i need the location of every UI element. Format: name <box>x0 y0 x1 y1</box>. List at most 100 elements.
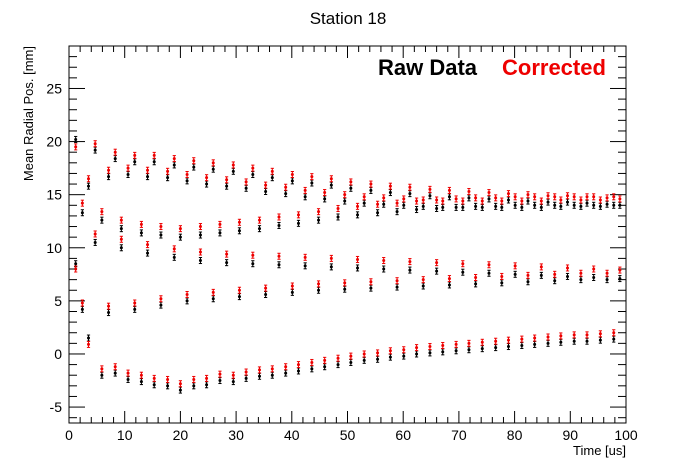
data-point <box>408 268 412 272</box>
y-tick-label: 15 <box>46 187 62 203</box>
data-point <box>566 274 570 278</box>
data-point <box>343 287 347 291</box>
data-point <box>467 189 471 193</box>
data-point <box>546 341 550 345</box>
data-point <box>415 352 419 356</box>
data-point <box>264 189 268 193</box>
data-point <box>178 388 182 392</box>
data-point <box>133 160 137 164</box>
data-point <box>100 367 104 371</box>
data-point <box>178 227 182 231</box>
x-tick-label: 60 <box>395 427 411 443</box>
data-point <box>139 222 143 226</box>
data-point <box>107 304 111 308</box>
data-point <box>513 195 517 199</box>
data-point <box>376 202 380 206</box>
data-point <box>192 165 196 169</box>
data-point <box>133 301 137 305</box>
data-point <box>290 179 294 183</box>
data-point <box>231 163 235 167</box>
data-point <box>441 205 445 209</box>
y-tick-label: 25 <box>46 80 62 96</box>
data-point <box>579 271 583 275</box>
data-point <box>369 188 373 192</box>
data-point <box>119 218 123 222</box>
data-point <box>500 281 504 285</box>
data-point <box>244 376 248 380</box>
data-point <box>487 197 491 201</box>
data-point <box>296 221 300 225</box>
legend-corrected: Corrected <box>502 55 606 80</box>
data-point <box>585 339 589 343</box>
data-point <box>93 142 97 146</box>
x-tick-label: 30 <box>228 427 244 443</box>
data-point <box>428 194 432 198</box>
data-point <box>152 383 156 387</box>
data-point <box>231 169 235 173</box>
data-point <box>480 205 484 209</box>
data-point <box>277 215 281 219</box>
data-point <box>428 351 432 355</box>
data-point <box>415 208 419 212</box>
y-axis: -5 0 5 10 15 20 25 <box>46 45 626 419</box>
data-point <box>100 210 104 214</box>
data-point <box>487 191 491 195</box>
data-point <box>336 215 340 219</box>
data-point <box>382 267 386 271</box>
data-point <box>494 339 498 343</box>
y-tick-label: 0 <box>54 346 62 362</box>
data-point <box>572 339 576 343</box>
data-point <box>93 232 97 236</box>
data-point <box>317 218 321 222</box>
data-point <box>237 295 241 299</box>
data-point <box>192 159 196 163</box>
data-point <box>296 213 300 217</box>
data-point <box>618 277 622 281</box>
data-point <box>572 203 576 207</box>
data-point <box>369 286 373 290</box>
x-axis: 0 10 20 30 40 50 60 70 80 90 100 <box>65 46 638 443</box>
data-point <box>172 157 176 161</box>
data-point <box>211 297 215 301</box>
data-point <box>435 198 439 202</box>
data-point <box>513 264 517 268</box>
data-point <box>166 377 170 381</box>
x-tick-label: 50 <box>340 427 356 443</box>
data-point <box>257 368 261 372</box>
data-point <box>408 192 412 196</box>
data-point <box>172 163 176 167</box>
data-point <box>107 175 111 179</box>
data-point <box>178 235 182 239</box>
data-point <box>435 269 439 273</box>
y-tick-label: 5 <box>54 293 62 309</box>
data-point <box>113 157 117 161</box>
data-point <box>526 273 530 277</box>
data-point <box>454 205 458 209</box>
data-point <box>506 192 510 196</box>
data-point <box>395 279 399 283</box>
data-point <box>100 218 104 222</box>
data-point <box>539 273 543 277</box>
data-point <box>270 169 274 173</box>
data-point <box>323 358 327 362</box>
data-point <box>284 185 288 189</box>
data-point <box>303 264 307 268</box>
data-point <box>264 183 268 187</box>
data-point <box>605 202 609 206</box>
data-point <box>251 166 255 170</box>
data-point <box>86 177 90 181</box>
data-point <box>585 195 589 199</box>
data-point <box>329 183 333 187</box>
data-point <box>395 210 399 214</box>
data-point <box>100 373 104 377</box>
data-point <box>441 199 445 203</box>
data-point <box>205 176 209 180</box>
data-point <box>618 197 622 201</box>
data-point <box>500 199 504 203</box>
data-point <box>126 377 130 381</box>
data-point <box>500 205 504 209</box>
data-point <box>231 380 235 384</box>
data-point <box>343 193 347 197</box>
data-point <box>388 191 392 195</box>
data-point <box>277 223 281 227</box>
